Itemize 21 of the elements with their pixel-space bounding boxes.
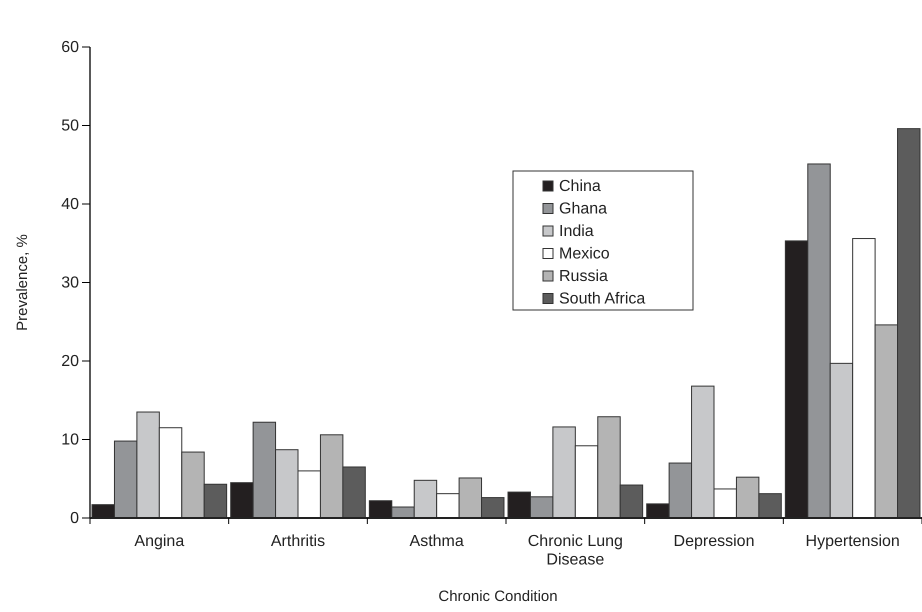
x-tick-label: Chronic Lung Disease (528, 533, 623, 568)
x-tick-label: Depression (674, 533, 754, 550)
legend-label: Mexico (559, 246, 610, 262)
x-tick-label: Arthritis (270, 533, 326, 550)
y-tick-label: 10 (61, 432, 80, 449)
y-tick-label: 50 (61, 118, 80, 135)
x-tick-label: Asthma (410, 533, 464, 550)
x-tick-label: Angina (134, 533, 184, 550)
x-tick-label: Hypertension (806, 533, 900, 550)
y-tick-label: 40 (61, 196, 80, 214)
legend-label: China (559, 178, 601, 195)
y-tick-label: 20 (61, 353, 80, 370)
legend-label: South Africa (559, 290, 646, 308)
legend-label: Ghana (559, 200, 608, 218)
y-tick-label: 30 (61, 274, 80, 292)
y-tick-label: 60 (61, 39, 80, 56)
y-axis-title: Prevalence, % (14, 234, 31, 331)
legend-label: Russia (559, 268, 608, 285)
legend-label: India (559, 223, 594, 240)
x-axis-title: Chronic Condition (438, 588, 558, 605)
y-tick-label: 0 (70, 510, 80, 528)
